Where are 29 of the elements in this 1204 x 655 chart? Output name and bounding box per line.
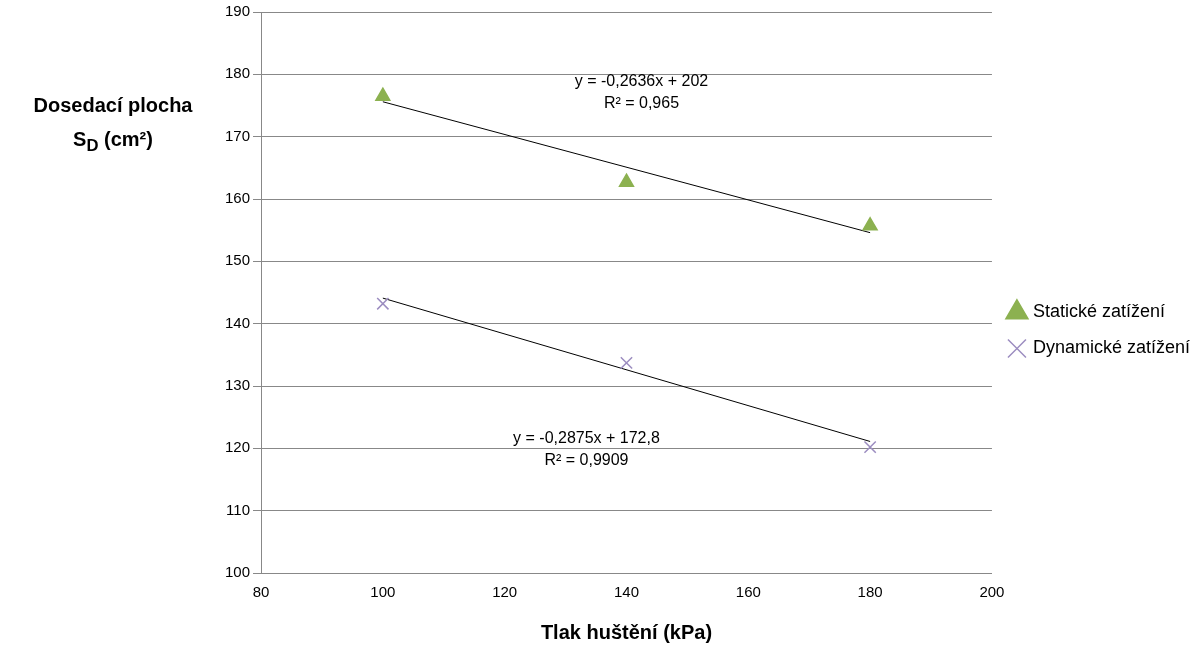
point bbox=[863, 440, 877, 454]
x-tick-label: 120 bbox=[492, 583, 518, 601]
x-tick-label: 160 bbox=[735, 583, 761, 601]
x-tick-label: 100 bbox=[370, 583, 396, 601]
y-tick-label: 160 bbox=[225, 189, 251, 207]
annotation: y = -0,2636x + 202 R² = 0,965 bbox=[574, 71, 709, 111]
point bbox=[620, 356, 633, 370]
y-tick-label: 100 bbox=[225, 563, 251, 581]
point bbox=[862, 217, 878, 231]
y-tick-label: 140 bbox=[225, 313, 251, 331]
x-tick-label: 180 bbox=[857, 583, 883, 601]
point bbox=[376, 297, 390, 311]
point bbox=[618, 173, 635, 187]
legend-label: Dynamické zatížení bbox=[1032, 337, 1190, 358]
point bbox=[375, 87, 391, 101]
y-axis-title: Dosedací plocha S$_{D}$ (cm²) bbox=[32, 93, 194, 157]
annotation: y = -0,2875x + 172,8 R² = 0,9909 bbox=[513, 429, 660, 469]
y-tick-label: 110 bbox=[226, 500, 251, 518]
y-tick-label: 170 bbox=[225, 126, 251, 144]
y-tick-label: 190 bbox=[225, 2, 251, 20]
y-tick-label: 180 bbox=[225, 64, 251, 82]
x-tick-label: 140 bbox=[613, 583, 639, 601]
y-tick-label: 120 bbox=[225, 438, 251, 456]
x-axis-title: Tlak huštění (kPa) bbox=[540, 620, 713, 643]
y-tick-label: 130 bbox=[225, 376, 251, 394]
x-tick-label: 80 bbox=[252, 583, 270, 601]
x-tick-label: 200 bbox=[979, 583, 1005, 601]
y-tick-label: 150 bbox=[225, 251, 251, 269]
legend-label: Statické zatížení bbox=[1032, 301, 1166, 322]
